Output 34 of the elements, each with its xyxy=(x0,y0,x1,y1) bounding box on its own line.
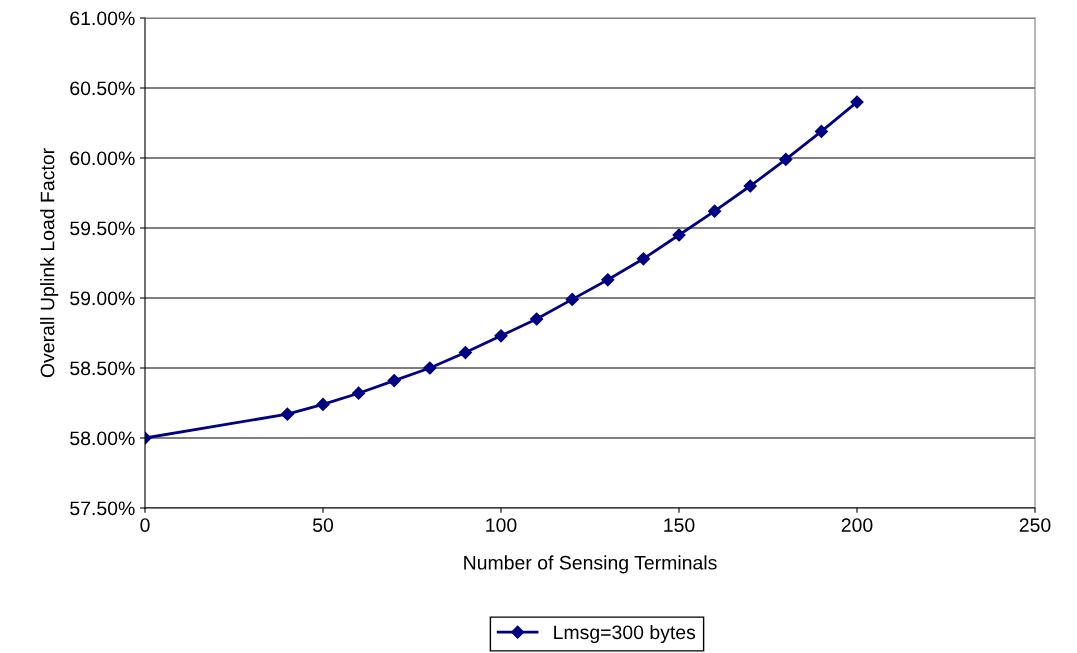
point xyxy=(387,374,401,388)
y-tick-label: 57.50% xyxy=(70,501,135,516)
y-tick-label: 58.50% xyxy=(70,361,135,376)
y-tick-label: 61.00% xyxy=(70,11,135,26)
point xyxy=(316,397,330,411)
x-tick-label: 200 xyxy=(841,518,873,532)
x-tick-label: 250 xyxy=(1019,518,1051,532)
x-tick-label: 0 xyxy=(140,518,150,532)
y-tick-label: 59.50% xyxy=(70,221,135,236)
x-tick-label: 100 xyxy=(486,518,517,532)
point xyxy=(458,346,472,360)
point xyxy=(494,329,508,343)
point xyxy=(530,312,544,326)
point xyxy=(814,124,828,138)
point xyxy=(352,386,366,400)
point xyxy=(636,252,650,266)
point xyxy=(743,179,757,193)
point xyxy=(779,152,793,166)
point xyxy=(423,361,437,375)
point xyxy=(565,292,579,306)
x-axis-title: Number of Sensing Terminals xyxy=(464,555,717,574)
x-tick-label: 150 xyxy=(664,518,695,532)
point xyxy=(601,273,615,287)
x-tick-label: 50 xyxy=(312,518,334,532)
y-tick-label: 58.00% xyxy=(70,431,135,446)
point xyxy=(280,407,294,421)
y-tick-label: 60.50% xyxy=(70,81,135,96)
y-tick-label: 59.00% xyxy=(70,291,135,306)
point xyxy=(850,95,864,109)
point xyxy=(672,228,686,242)
y-tick-label: 60.00% xyxy=(70,151,135,166)
point xyxy=(708,204,722,218)
legend-label: Lmsg=300 bytes xyxy=(554,624,696,644)
y-axis-title: Overall Uplink Load Factor xyxy=(40,148,59,378)
